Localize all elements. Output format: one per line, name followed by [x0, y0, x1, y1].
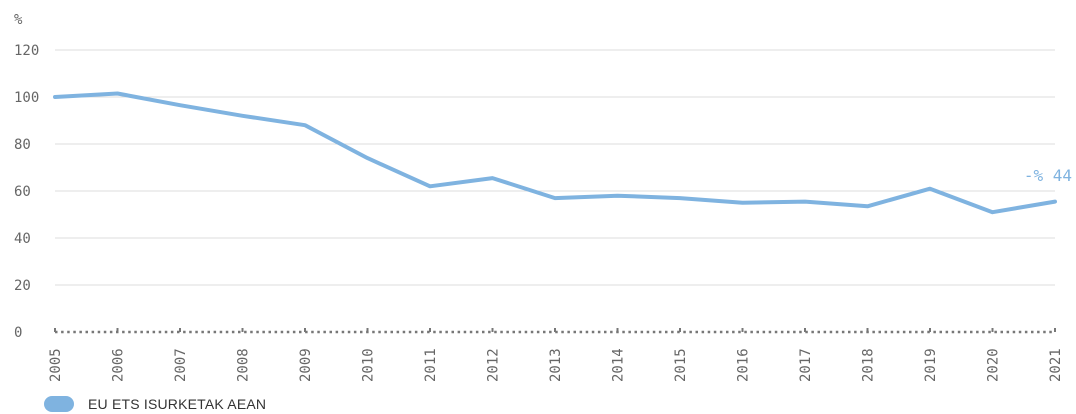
- x-tick-label: 2020: [986, 348, 1002, 382]
- x-tick-label: 2010: [361, 348, 377, 382]
- x-tick-label: 2017: [798, 348, 814, 382]
- x-axis-ticks: 2005 2006 2007 2008 2009 2010 2011 2012 2013 2014…: [48, 348, 1064, 382]
- y-tick-label: 20: [14, 278, 31, 294]
- legend-label: EU ETS ISURKETAK AEAN: [88, 396, 267, 412]
- x-tick-label: 2007: [173, 348, 189, 382]
- x-tick-label: 2013: [548, 348, 564, 382]
- x-tick-label: 2021: [1048, 348, 1064, 382]
- x-tick-label: 2015: [673, 348, 689, 382]
- y-axis-unit-label: %: [14, 12, 23, 28]
- y-tick-label: 40: [14, 231, 31, 247]
- legend: EU ETS ISURKETAK AEAN: [44, 396, 266, 412]
- series-line: [53, 91, 1057, 215]
- x-tick-label: 2016: [736, 348, 752, 382]
- x-axis-baseline: [54, 328, 1056, 334]
- x-tick-label: 2008: [236, 348, 252, 382]
- grid-lines: [55, 49, 1055, 286]
- x-tick-label: 2012: [486, 348, 502, 382]
- x-tick-label: 2005: [48, 348, 64, 382]
- legend-swatch: [44, 396, 74, 412]
- x-tick-label: 2011: [423, 348, 439, 382]
- y-axis-ticks: 0 20 40 60 80 100 120: [14, 43, 39, 341]
- x-tick-label: 2009: [298, 348, 314, 382]
- y-tick-label: 0: [14, 325, 22, 341]
- x-tick-label: 2018: [861, 348, 877, 382]
- x-tick-label: 2019: [923, 348, 939, 382]
- annotations: -% 44: [1024, 166, 1072, 185]
- y-tick-label: 60: [14, 184, 31, 200]
- y-tick-label: 100: [14, 90, 39, 106]
- y-tick-label: 120: [14, 43, 39, 59]
- x-tick-label: 2014: [611, 348, 627, 382]
- annotation-label: -% 44: [1024, 166, 1072, 185]
- x-tick-label: 2006: [111, 348, 127, 382]
- series-lines: [53, 91, 1057, 215]
- y-tick-label: 80: [14, 137, 31, 153]
